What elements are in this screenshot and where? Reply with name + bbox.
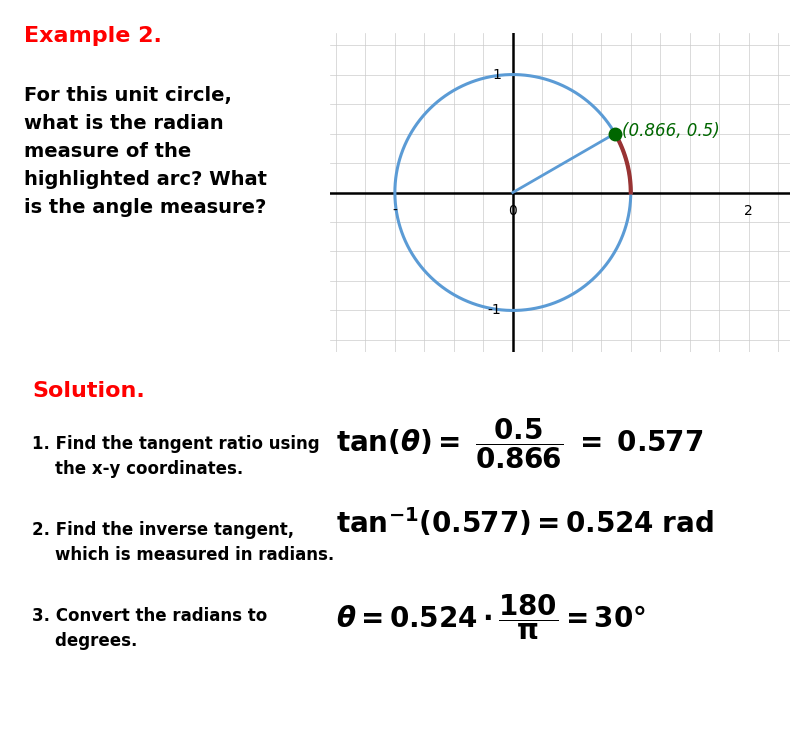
- Text: For this unit circle,
what is the radian
measure of the
highlighted arc? What
is: For this unit circle, what is the radian…: [24, 86, 266, 217]
- Text: $\mathrm{\mathbf{tan(}\boldsymbol{\theta}\mathbf{) =\ \dfrac{0.5}{0.866}\ =\ 0.5: $\mathrm{\mathbf{tan(}\boldsymbol{\theta…: [336, 417, 704, 472]
- Text: Example 2.: Example 2.: [24, 26, 162, 46]
- Text: $\mathbf{tan^{-1}(0.577) = 0.524\ rad}$: $\mathbf{tan^{-1}(0.577) = 0.524\ rad}$: [336, 507, 714, 539]
- Text: 0: 0: [509, 204, 517, 218]
- Text: (0.866, 0.5): (0.866, 0.5): [622, 122, 720, 140]
- Text: -: -: [393, 204, 398, 218]
- Text: 2. Find the inverse tangent,
    which is measured in radians.: 2. Find the inverse tangent, which is me…: [32, 521, 334, 564]
- Text: 1: 1: [492, 68, 501, 82]
- Text: -1: -1: [487, 303, 501, 317]
- Text: $\boldsymbol{\theta}\mathbf{= 0.524 \bullet \dfrac{180}{\pi} = 30°}$: $\boldsymbol{\theta}\mathbf{= 0.524 \bul…: [336, 593, 646, 642]
- Text: 3. Convert the radians to
    degrees.: 3. Convert the radians to degrees.: [32, 607, 267, 650]
- Text: Solution.: Solution.: [32, 381, 145, 401]
- Text: 2: 2: [744, 204, 753, 218]
- Text: 1. Find the tangent ratio using
    the x-y coordinates.: 1. Find the tangent ratio using the x-y …: [32, 434, 320, 477]
